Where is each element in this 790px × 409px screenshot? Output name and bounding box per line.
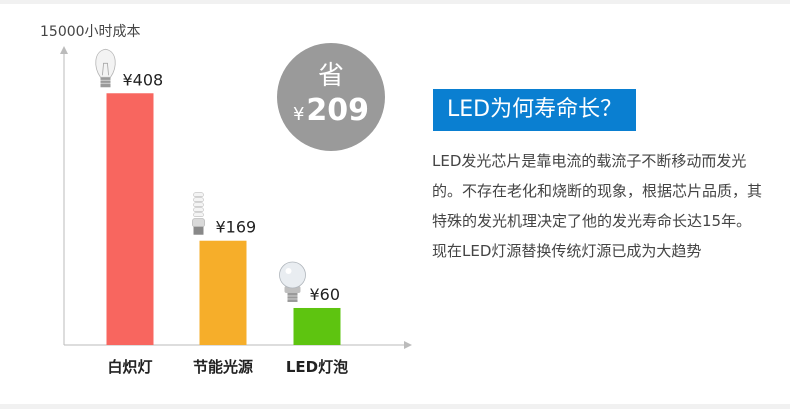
top-divider xyxy=(0,0,790,4)
bar-3 xyxy=(293,307,341,345)
chart-icons xyxy=(95,48,306,302)
led-bulb-icon xyxy=(279,261,306,302)
savings-badge: 省 ¥209 xyxy=(277,43,385,151)
category-label-1: 白炽灯 xyxy=(107,358,152,376)
value-label-2: ¥169 xyxy=(216,218,257,237)
savings-amount-row: ¥209 xyxy=(277,93,385,128)
bar-2 xyxy=(199,240,247,345)
bar-1 xyxy=(106,93,154,345)
y-axis-title: 15000小时成本 xyxy=(40,24,141,40)
cost-bar-chart: 15000小时成本 ¥408 白炽灯 ¥169 节能光源 ¥60 LED灯泡 xyxy=(40,24,412,376)
savings-amount: 209 xyxy=(306,93,370,128)
savings-word: 省 xyxy=(317,61,344,91)
question-heading: LED为何寿命长？ xyxy=(433,89,637,131)
category-label-3: LED灯泡 xyxy=(286,358,348,376)
value-label-1: ¥408 xyxy=(123,70,164,89)
value-label-3: ¥60 xyxy=(310,285,341,304)
chart-bars xyxy=(106,93,341,345)
incandescent-bulb-icon xyxy=(95,48,116,88)
savings-currency: ¥ xyxy=(292,104,305,125)
x-axis-arrow xyxy=(404,341,412,349)
description-text: LED发光芯片是靠电流的载流子不断移动而发光的。不存在老化和烧断的现象，根据芯片… xyxy=(432,152,763,260)
category-label-2: 节能光源 xyxy=(193,358,253,376)
y-axis-arrow xyxy=(60,46,68,54)
chart-labels: ¥408 白炽灯 ¥169 节能光源 ¥60 LED灯泡 xyxy=(107,70,348,376)
cfl-bulb-icon xyxy=(192,192,205,235)
bottom-divider xyxy=(0,404,790,409)
